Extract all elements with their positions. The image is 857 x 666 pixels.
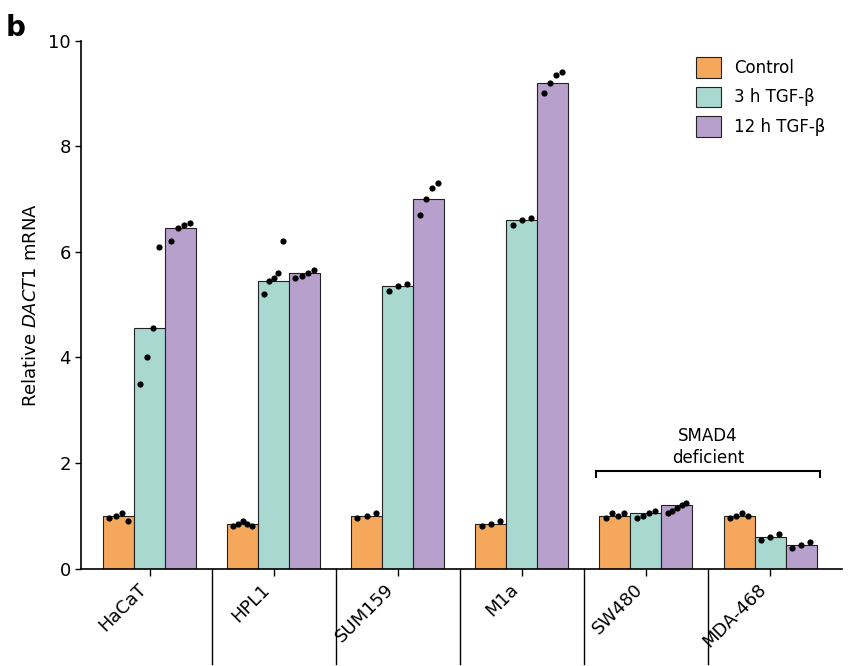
Point	[391, 281, 405, 292]
Point	[146, 323, 159, 334]
Bar	[723, 516, 754, 569]
Bar	[413, 199, 444, 569]
Point	[680, 498, 693, 508]
Point	[611, 511, 625, 521]
Bar	[382, 286, 413, 569]
Point	[617, 508, 631, 519]
Bar	[135, 328, 165, 569]
Point	[267, 273, 280, 284]
Bar	[351, 516, 382, 569]
Point	[121, 515, 135, 526]
Point	[543, 77, 557, 88]
Point	[115, 508, 129, 519]
Point	[236, 515, 249, 526]
Point	[536, 88, 550, 99]
Point	[272, 268, 285, 278]
Point	[241, 518, 255, 529]
Point	[276, 236, 290, 246]
Point	[140, 352, 153, 363]
Point	[295, 270, 309, 281]
Point	[258, 289, 272, 300]
Bar	[476, 523, 506, 569]
Point	[419, 194, 433, 204]
Bar	[662, 505, 692, 569]
Point	[785, 542, 799, 553]
Point	[413, 210, 427, 220]
Point	[109, 511, 123, 521]
Point	[729, 511, 743, 521]
Point	[360, 511, 374, 521]
Point	[642, 508, 656, 519]
Point	[549, 70, 563, 81]
Point	[226, 521, 240, 531]
Point	[177, 220, 190, 231]
Point	[661, 508, 674, 519]
Point	[670, 503, 684, 513]
Point	[351, 513, 364, 524]
Point	[735, 508, 749, 519]
Point	[630, 513, 644, 524]
Point	[524, 212, 538, 223]
Point	[289, 273, 303, 284]
Point	[649, 505, 662, 516]
Point	[722, 513, 736, 524]
Point	[307, 265, 321, 276]
Point	[794, 539, 808, 550]
Point	[165, 236, 178, 246]
Text: b: b	[5, 14, 25, 42]
Bar	[103, 516, 135, 569]
Bar	[537, 83, 568, 569]
Point	[515, 215, 529, 226]
Point	[152, 241, 165, 252]
Point	[605, 508, 619, 519]
Point	[636, 511, 650, 521]
Point	[431, 178, 445, 188]
Point	[103, 513, 117, 524]
Bar	[599, 516, 631, 569]
Point	[741, 511, 755, 521]
Point	[506, 220, 519, 231]
Bar	[631, 513, 662, 569]
Text: SMAD4
deficient: SMAD4 deficient	[672, 426, 744, 467]
Bar	[754, 537, 786, 569]
Point	[369, 508, 383, 519]
Bar	[290, 273, 321, 569]
Point	[171, 222, 184, 233]
Bar	[258, 281, 290, 569]
Point	[301, 268, 315, 278]
Point	[425, 183, 439, 194]
Legend: Control, 3 h TGF-β, 12 h TGF-β: Control, 3 h TGF-β, 12 h TGF-β	[687, 49, 834, 145]
Point	[666, 505, 680, 516]
Point	[231, 518, 245, 529]
Point	[183, 218, 197, 228]
Point	[484, 518, 498, 529]
Point	[475, 521, 488, 531]
Point	[674, 500, 688, 511]
Point	[599, 513, 613, 524]
Bar	[786, 545, 817, 569]
Point	[381, 286, 395, 297]
Point	[804, 537, 818, 547]
Point	[494, 515, 507, 526]
Point	[262, 276, 276, 286]
Point	[754, 534, 768, 545]
Point	[245, 521, 259, 531]
Bar	[227, 523, 258, 569]
Point	[400, 278, 414, 289]
Point	[772, 529, 786, 539]
Point	[764, 531, 777, 542]
Y-axis label: Relative $\it{DACT1}$ mRNA: Relative $\it{DACT1}$ mRNA	[22, 202, 40, 406]
Bar	[165, 228, 196, 569]
Point	[134, 378, 147, 389]
Bar	[506, 220, 537, 569]
Point	[555, 67, 569, 78]
